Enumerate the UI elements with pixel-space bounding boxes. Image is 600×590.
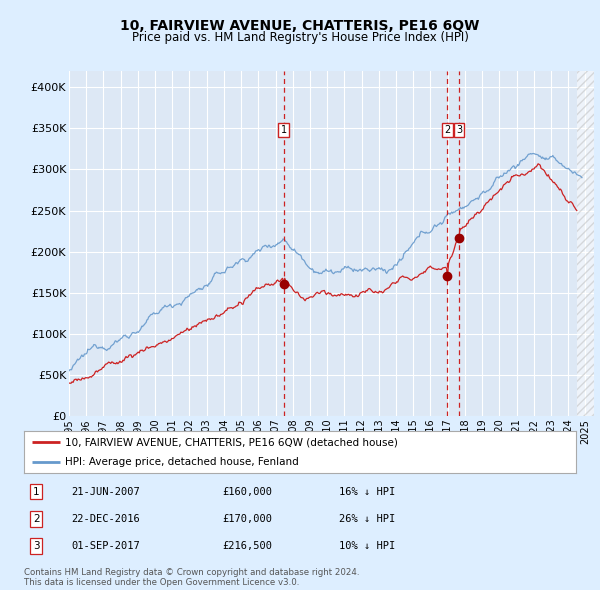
Text: £170,000: £170,000 [223, 514, 273, 524]
Text: HPI: Average price, detached house, Fenland: HPI: Average price, detached house, Fenl… [65, 457, 299, 467]
Text: 01-SEP-2017: 01-SEP-2017 [71, 541, 140, 551]
Text: 10% ↓ HPI: 10% ↓ HPI [338, 541, 395, 551]
Text: 1: 1 [281, 125, 287, 135]
Text: 3: 3 [456, 125, 462, 135]
Text: 3: 3 [33, 541, 40, 551]
Text: 22-DEC-2016: 22-DEC-2016 [71, 514, 140, 524]
Text: Contains HM Land Registry data © Crown copyright and database right 2024.
This d: Contains HM Land Registry data © Crown c… [24, 568, 359, 587]
Text: £216,500: £216,500 [223, 541, 273, 551]
Text: Price paid vs. HM Land Registry's House Price Index (HPI): Price paid vs. HM Land Registry's House … [131, 31, 469, 44]
Text: 10, FAIRVIEW AVENUE, CHATTERIS, PE16 6QW: 10, FAIRVIEW AVENUE, CHATTERIS, PE16 6QW [121, 19, 479, 33]
Bar [577, 71, 594, 416]
Text: 21-JUN-2007: 21-JUN-2007 [71, 487, 140, 497]
Text: £160,000: £160,000 [223, 487, 273, 497]
Text: 2: 2 [33, 514, 40, 524]
Text: 2: 2 [444, 125, 451, 135]
Text: 16% ↓ HPI: 16% ↓ HPI [338, 487, 395, 497]
Text: 10, FAIRVIEW AVENUE, CHATTERIS, PE16 6QW (detached house): 10, FAIRVIEW AVENUE, CHATTERIS, PE16 6QW… [65, 437, 398, 447]
Text: 1: 1 [33, 487, 40, 497]
Text: 26% ↓ HPI: 26% ↓ HPI [338, 514, 395, 524]
